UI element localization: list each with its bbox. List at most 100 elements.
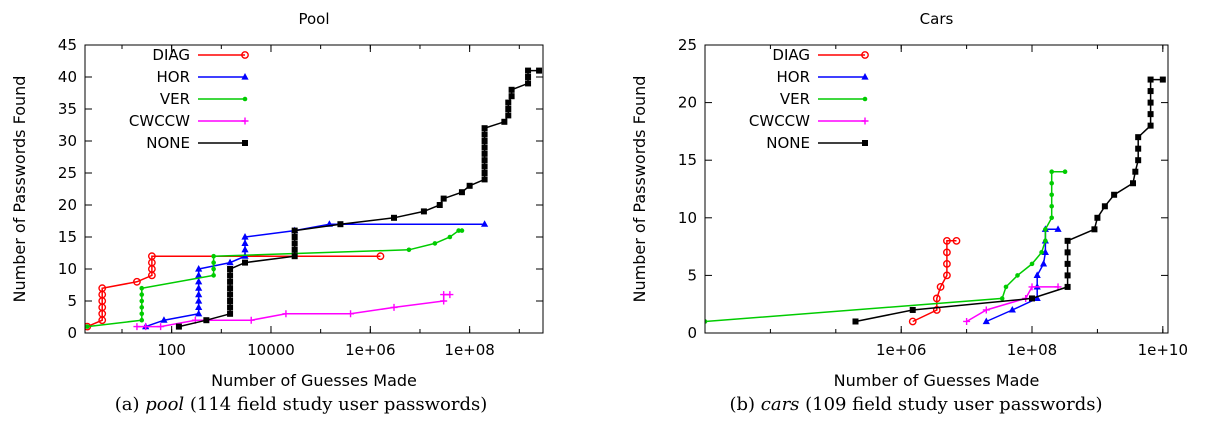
chart-1-ylabel: Number of Passwords Found xyxy=(10,76,29,303)
chart-2-series-diag-point xyxy=(932,294,941,303)
chart-1-series-ver-point xyxy=(139,285,145,291)
chart-1-legend-label: NONE xyxy=(146,134,190,152)
chart-2-series-ver-point xyxy=(1043,227,1048,232)
chart-1-series-none-point xyxy=(525,80,532,87)
chart-1-series-hor-point xyxy=(195,290,203,298)
chart-1-plot-area xyxy=(85,67,543,331)
chart-2: Cars 0 5 10 15 20 25 1e+06 1e+08 1e+10 Number of G… xyxy=(630,10,1188,415)
chart-1-series-hor-point xyxy=(480,220,489,227)
chart-2-series-diag-point xyxy=(943,236,951,245)
chart-2-series-hor-point xyxy=(1033,294,1041,302)
chart-1-series-none-point xyxy=(440,195,447,202)
chart-1-legend-marker xyxy=(241,73,249,80)
chart-1-series-ver-point xyxy=(211,266,216,272)
chart-1-series-none-point xyxy=(481,144,488,151)
chart-1-series-none-point xyxy=(227,272,234,279)
chart-2-series-none-point xyxy=(1147,76,1154,83)
chart-1-series-none-point xyxy=(536,67,543,74)
chart-2-series-diag-point xyxy=(943,259,951,268)
chart-1-ytick-label: 30 xyxy=(58,132,77,150)
chart-2-ytick-label: 0 xyxy=(687,324,697,342)
chart-1-series-none-point xyxy=(508,86,515,93)
chart-2-series-none-point xyxy=(1064,272,1071,279)
chart-1-series-hor-point xyxy=(195,303,203,310)
chart-2-series-hor-point xyxy=(1054,225,1062,232)
chart-1-series-diag-point xyxy=(98,284,107,293)
chart-1-series-none-point xyxy=(505,99,512,106)
chart-2-series-none-point xyxy=(1029,295,1036,302)
chart-1-series-none-point xyxy=(227,298,234,304)
chart-2-series-diag-point xyxy=(908,317,917,326)
chart-2-series-diag-point xyxy=(943,271,951,280)
chart-1-series-ver-point xyxy=(139,317,145,323)
chart-1-xtick-label: 1e+06 xyxy=(345,341,395,359)
chart-2-series-hor-point xyxy=(982,317,990,325)
chart-2-legend-label: HOR xyxy=(776,68,810,86)
chart-2-series-none-point xyxy=(1135,157,1142,164)
chart-2-legend-marker xyxy=(861,117,869,125)
chart-2-legend-label: NONE xyxy=(766,134,810,152)
chart-1-series-none-point xyxy=(458,189,465,196)
chart-1-series-none-point xyxy=(227,285,234,292)
chart-1-series-cwccw-point xyxy=(440,297,448,305)
chart-2-legend-marker xyxy=(861,51,869,59)
chart-1-series-none-point xyxy=(291,253,298,260)
chart-1-series-none-point xyxy=(481,131,488,138)
chart-1-series-none-point xyxy=(175,323,182,330)
chart-2-series-none-point xyxy=(1147,111,1154,118)
chart-2-ylabel: Number of Passwords Found xyxy=(630,76,649,303)
chart-1-series-none-point xyxy=(525,74,532,80)
chart-1-series-hor-point xyxy=(241,239,249,246)
chart-2-series-none-point xyxy=(909,306,916,313)
chart-1-series-ver-point xyxy=(211,273,216,278)
chart-2-series-none-point xyxy=(1091,226,1098,233)
chart-1-series-hor-point xyxy=(195,297,203,304)
chart-1-series-none-point xyxy=(291,234,298,240)
chart-1-series-none-point xyxy=(505,106,512,112)
chart-2-series-ver-point xyxy=(1043,238,1048,244)
chart-1-legend-label: VER xyxy=(160,90,190,108)
chart-2-frame xyxy=(704,44,1169,334)
chart-2-series-none-point xyxy=(1147,88,1154,95)
chart-1-ytick-label: 15 xyxy=(58,228,77,246)
chart-2-series-ver-point xyxy=(1039,250,1044,255)
chart-2-series-cwccw-point xyxy=(1028,283,1036,291)
chart-2-series-ver-point xyxy=(1062,169,1068,175)
chart-1-series-ver-point xyxy=(139,305,145,310)
chart-1-series-ver-point xyxy=(459,228,465,233)
chart-2-series-hor-point xyxy=(1008,305,1016,313)
chart-2-ytick-label: 25 xyxy=(678,36,697,54)
chart-1-series-none-point xyxy=(227,304,234,311)
chart-2-series-diag-point xyxy=(952,236,961,245)
chart-2-series-none-line xyxy=(855,78,1163,323)
chart-1-series-cwccw-point xyxy=(347,310,355,318)
chart-2-series-none-point xyxy=(1064,283,1071,290)
chart-1-ytick-label: 25 xyxy=(58,164,77,182)
chart-1-legend-marker xyxy=(241,51,249,59)
chart-1-series-cwccw-point xyxy=(157,323,165,331)
chart-1-series-none-point xyxy=(391,214,398,221)
chart-1-series-ver-point xyxy=(406,247,412,253)
chart-1-legend-marker xyxy=(242,96,248,102)
chart-1-series-hor-point xyxy=(195,309,203,317)
chart-2-series-none-point xyxy=(852,318,859,325)
chart-2-series-none-point xyxy=(1111,191,1118,198)
chart-1-ytick-label: 20 xyxy=(58,196,77,214)
chart-2-series-none-point xyxy=(1130,180,1137,187)
chart-1-series-hor-point xyxy=(241,233,249,240)
chart-1-series-ver-point xyxy=(432,241,438,246)
chart-2-series-none-point xyxy=(1135,145,1142,152)
chart-2-series-cwccw-line xyxy=(966,286,1058,323)
chart-1-series-none-point xyxy=(481,157,488,164)
chart-1-frame xyxy=(84,44,544,334)
chart-1-series-cwccw-point xyxy=(133,323,141,331)
chart-1-series-diag-point xyxy=(147,252,156,261)
chart-2-series-hor-point xyxy=(1039,259,1048,267)
chart-1-legend-label: HOR xyxy=(156,68,190,86)
chart-1-series-diag xyxy=(85,252,385,331)
chart-2-legend-marker xyxy=(862,140,868,146)
chart-2-series-diag-point xyxy=(943,248,951,257)
chart-1-series-ver-point xyxy=(139,311,145,317)
chart-2-series-ver-point xyxy=(1029,261,1035,267)
chart-1-series-hor-point xyxy=(241,245,249,253)
